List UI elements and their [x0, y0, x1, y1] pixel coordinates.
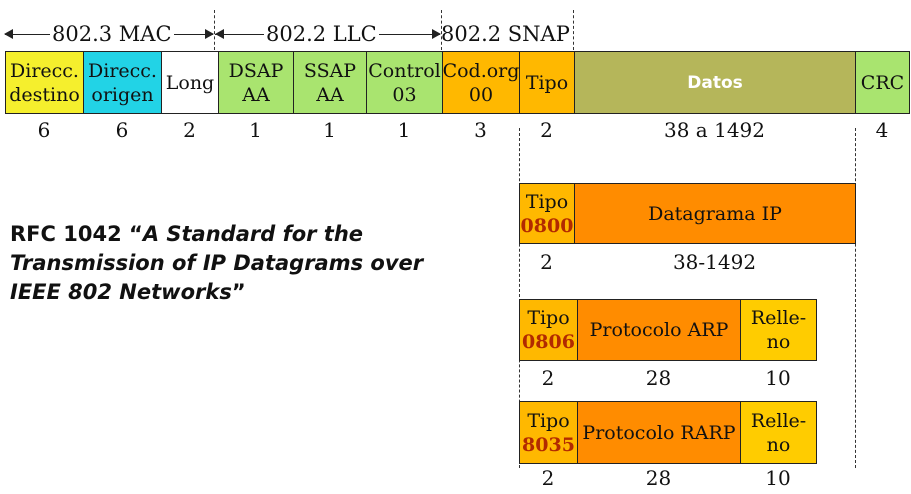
frame-field-label: SSAP: [303, 59, 357, 82]
frame-field-label: Datos: [687, 72, 743, 93]
frame-field-value: destino: [9, 83, 80, 106]
encap-payload-box: Protocolo RARP: [577, 401, 741, 464]
frame-field-label: Cod.org: [442, 59, 520, 82]
encap-type-code: 0800: [520, 214, 574, 237]
encap-size: 28: [645, 466, 672, 490]
frame-field-label: Control: [368, 59, 441, 82]
encap-size: 38-1492: [672, 250, 757, 274]
encap-payload-box: Protocolo ARP: [577, 299, 741, 361]
frame-field-ssap: SSAP AA: [293, 51, 367, 114]
llc-arrow-left-icon: [215, 29, 224, 39]
encap-size: 2: [540, 250, 553, 274]
encap-size: 2: [541, 366, 555, 390]
frame-field-crc: CRC: [855, 51, 910, 114]
frame-field-control: Control 03: [366, 51, 443, 114]
frame-field-cod-org: Cod.org 00: [442, 51, 520, 114]
encap-payload-label: Protocolo RARP: [582, 421, 736, 444]
encap-size: 10: [765, 466, 791, 490]
encap-tipo-label: Tipo: [525, 190, 569, 213]
frame-field-label: DSAP: [228, 59, 284, 82]
frame-field-long: Long: [161, 51, 219, 114]
frame-field-label: CRC: [860, 71, 905, 94]
encap-type-code: 8035: [522, 433, 575, 456]
frame-field-size: 2: [183, 118, 196, 142]
frame-field-direcc: Direcc. origen: [83, 51, 162, 114]
frame-field-size: 38 a 1492: [664, 118, 765, 142]
encap-tipo-label: Tipo: [527, 409, 570, 432]
encap-payload-label: Datagrama IP: [648, 202, 782, 225]
encap-tipo-box: Tipo 0800: [519, 183, 575, 244]
encap-size: 2: [541, 466, 555, 490]
frame-field-direcc: Direcc. destino: [5, 51, 84, 114]
guide-line-left: [519, 128, 520, 468]
range-label-llc: 802.2 LLC: [264, 22, 379, 46]
frame-field-label: Tipo: [525, 71, 569, 94]
encap-tipo-label: Tipo: [527, 307, 570, 329]
encap-payload-box: Datagrama IP: [574, 183, 856, 244]
frame-field-size: 2: [540, 118, 553, 142]
frame-field-label: Direcc.: [88, 59, 157, 82]
frame-field-dsap: DSAP AA: [218, 51, 294, 114]
frame-field-size: 6: [37, 118, 51, 142]
encap-padding-label: Relle- no: [750, 409, 807, 456]
mac-arrow-right-icon: [205, 29, 214, 39]
encap-size: 28: [645, 366, 672, 390]
guide-line-right: [855, 128, 856, 468]
frame-field-size: 1: [397, 118, 411, 142]
frame-field-value: AA: [242, 83, 270, 106]
frame-field-size: 4: [875, 118, 889, 142]
encap-size: 10: [765, 366, 791, 390]
range-label-snap: 802.2 SNAP: [441, 22, 570, 46]
frame-field-label: Long: [165, 71, 215, 94]
frame-field-value: origen: [91, 83, 154, 106]
frame-field-size: 6: [115, 118, 129, 142]
encap-tipo-box: Tipo 8035: [519, 401, 578, 464]
llc-arrow-right-icon: [432, 29, 441, 39]
frame-field-value: 00: [468, 83, 494, 106]
range-label-mac: 802.3 MAC: [50, 22, 174, 46]
frame-field-value: 03: [392, 83, 417, 106]
encap-type-code: 0806: [522, 331, 575, 353]
range-divider: [441, 10, 442, 50]
mac-arrow-left-icon: [4, 29, 13, 39]
frame-field-size: 1: [249, 118, 262, 142]
frame-field-tipo: Tipo: [519, 51, 575, 114]
range-divider: [214, 10, 215, 50]
encap-pad-box: Relle- no: [740, 299, 817, 361]
encap-pad-box: Relle- no: [740, 401, 817, 464]
frame-field-datos: Datos: [574, 51, 856, 114]
range-divider: [573, 10, 574, 50]
frame-field-label: Direcc.: [10, 59, 79, 82]
rfc-title: RFC 1042 “A Standard for the Transmissio…: [10, 222, 424, 304]
encap-tipo-box: Tipo 0806: [519, 299, 578, 361]
frame-field-value: AA: [316, 83, 344, 106]
encap-payload-label: Protocolo ARP: [589, 319, 729, 341]
frame-field-size: 3: [474, 118, 487, 142]
frame-field-size: 1: [323, 118, 336, 142]
encap-padding-label: Relle- no: [750, 307, 807, 353]
